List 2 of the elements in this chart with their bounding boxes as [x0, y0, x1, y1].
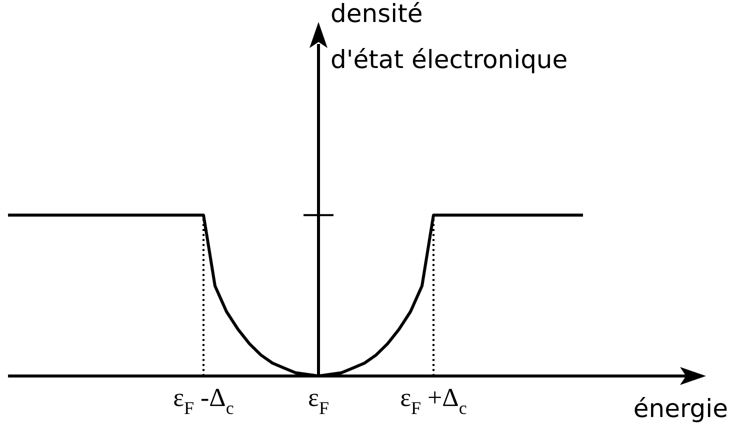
x-axis-title: énergie — [633, 394, 728, 423]
text: densité d'état électronique — [330, 0, 568, 74]
